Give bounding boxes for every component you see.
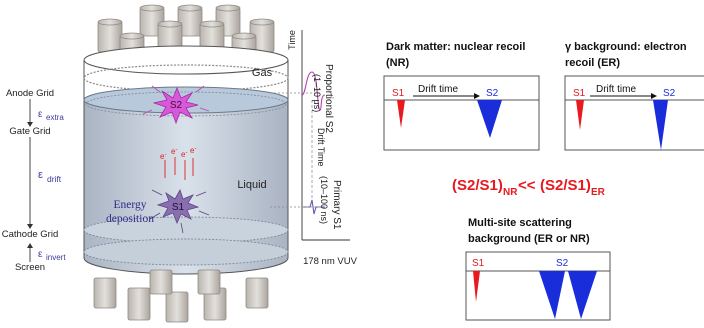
er-s2-label: S2 bbox=[663, 88, 676, 99]
multi-site-panel: Multi-site scattering background (ER or … bbox=[465, 217, 611, 321]
electron-label-3: e- bbox=[181, 150, 187, 159]
nr-title-line1: Dark matter: nuclear recoil bbox=[386, 41, 525, 53]
time-axis-label: Time bbox=[287, 30, 297, 50]
field-extra-sub: extra bbox=[46, 113, 64, 122]
energy-deposition-line2: deposition bbox=[106, 213, 154, 225]
er-s1-pulse bbox=[576, 100, 584, 130]
er-drift-time: Drift time bbox=[596, 84, 636, 95]
field-invert-sub: invert bbox=[46, 253, 66, 262]
s1-interaction-label: S1 bbox=[172, 202, 185, 213]
nr-s1-label: S1 bbox=[392, 88, 405, 99]
liquid-label: Liquid bbox=[237, 179, 266, 191]
er-s1-label: S1 bbox=[573, 88, 586, 99]
grid-labels: Anode Grid Gate Grid Cathode Grid Screen… bbox=[2, 88, 67, 273]
multi-title-line1: Multi-site scattering bbox=[468, 217, 572, 229]
nr-drift-time: Drift time bbox=[418, 84, 458, 95]
tpc-detector: S2 e- e- e- e- S1 Energy deposition Ga bbox=[83, 4, 289, 323]
nr-s1-pulse bbox=[397, 100, 405, 128]
primary-s1-line2: (10–100 ns) bbox=[319, 176, 329, 224]
cathode-grid-label: Cathode Grid bbox=[2, 229, 59, 240]
proportional-s2-line2: (1–10 μs) bbox=[312, 74, 322, 112]
electron-label-2: e- bbox=[171, 147, 177, 156]
field-extra-symbol: ε bbox=[38, 109, 43, 120]
nr-s2-pulse bbox=[477, 100, 502, 138]
anode-grid-ring bbox=[83, 64, 289, 92]
vuv-label: 178 nm VUV bbox=[303, 256, 358, 267]
nr-waveform-box bbox=[383, 75, 540, 151]
drift-electrons: e- e- e- e- bbox=[160, 146, 196, 180]
er-panel: γ background: electron recoil (ER) S1 S2… bbox=[564, 41, 704, 151]
field-invert-symbol: ε bbox=[38, 249, 43, 260]
anode-grid-label: Anode Grid bbox=[6, 88, 54, 99]
ratio-right-sub: ER bbox=[591, 187, 606, 198]
screen-grid-ring bbox=[83, 238, 289, 266]
field-drift-sub: drift bbox=[47, 174, 62, 184]
electron-label-4: e- bbox=[190, 146, 196, 155]
nr-panel: Dark matter: nuclear recoil (NR) S1 S2 D… bbox=[383, 41, 540, 151]
er-title-line2: recoil (ER) bbox=[565, 57, 620, 69]
ratio-formula: (S2/S1) NR << (S2/S1) ER bbox=[452, 177, 606, 198]
multi-title-line2: background (ER or NR) bbox=[468, 233, 590, 245]
energy-deposition-line1: Energy bbox=[113, 199, 146, 211]
primary-s1-line1: Primary S1 bbox=[331, 180, 342, 230]
drift-time-label: Drift Time bbox=[316, 128, 326, 167]
nr-title-line2: (NR) bbox=[386, 57, 410, 69]
field-drift-symbol: ε bbox=[38, 169, 43, 181]
multi-s1-pulse bbox=[473, 271, 480, 302]
nr-s2-label: S2 bbox=[486, 88, 499, 99]
ratio-right: (S2/S1) bbox=[540, 177, 591, 194]
electron-label-1: e- bbox=[160, 152, 166, 161]
gate-grid-label: Gate Grid bbox=[9, 126, 50, 137]
multi-s1-label: S1 bbox=[472, 258, 485, 269]
s2-flash-label: S2 bbox=[170, 100, 183, 111]
cathode-grid-ring bbox=[83, 216, 289, 244]
multi-s2-pulse-2 bbox=[568, 271, 597, 319]
multi-s2-pulse-1 bbox=[539, 271, 565, 319]
er-s2-pulse bbox=[653, 100, 668, 150]
proportional-s2-line1: Proportional S2 bbox=[323, 64, 334, 133]
ratio-left-sub: NR bbox=[503, 187, 518, 198]
ratio-middle: << bbox=[518, 177, 536, 194]
bottom-pmt-array bbox=[93, 269, 269, 323]
screen-label: Screen bbox=[15, 262, 45, 273]
ratio-left: (S2/S1) bbox=[452, 177, 503, 194]
signal-timeline: Time Proportional S2 (1–10 μs) Drift Tim… bbox=[270, 30, 358, 267]
s1-interaction: S1 bbox=[149, 189, 210, 234]
field-labels: ε extra ε drift ε invert bbox=[38, 109, 66, 262]
er-waveform-box bbox=[564, 75, 704, 151]
er-title-line1: γ background: electron bbox=[565, 41, 687, 53]
multi-s2-label: S2 bbox=[556, 258, 569, 269]
gas-label: Gas bbox=[252, 67, 273, 79]
s2-flash: S2 bbox=[142, 85, 210, 125]
